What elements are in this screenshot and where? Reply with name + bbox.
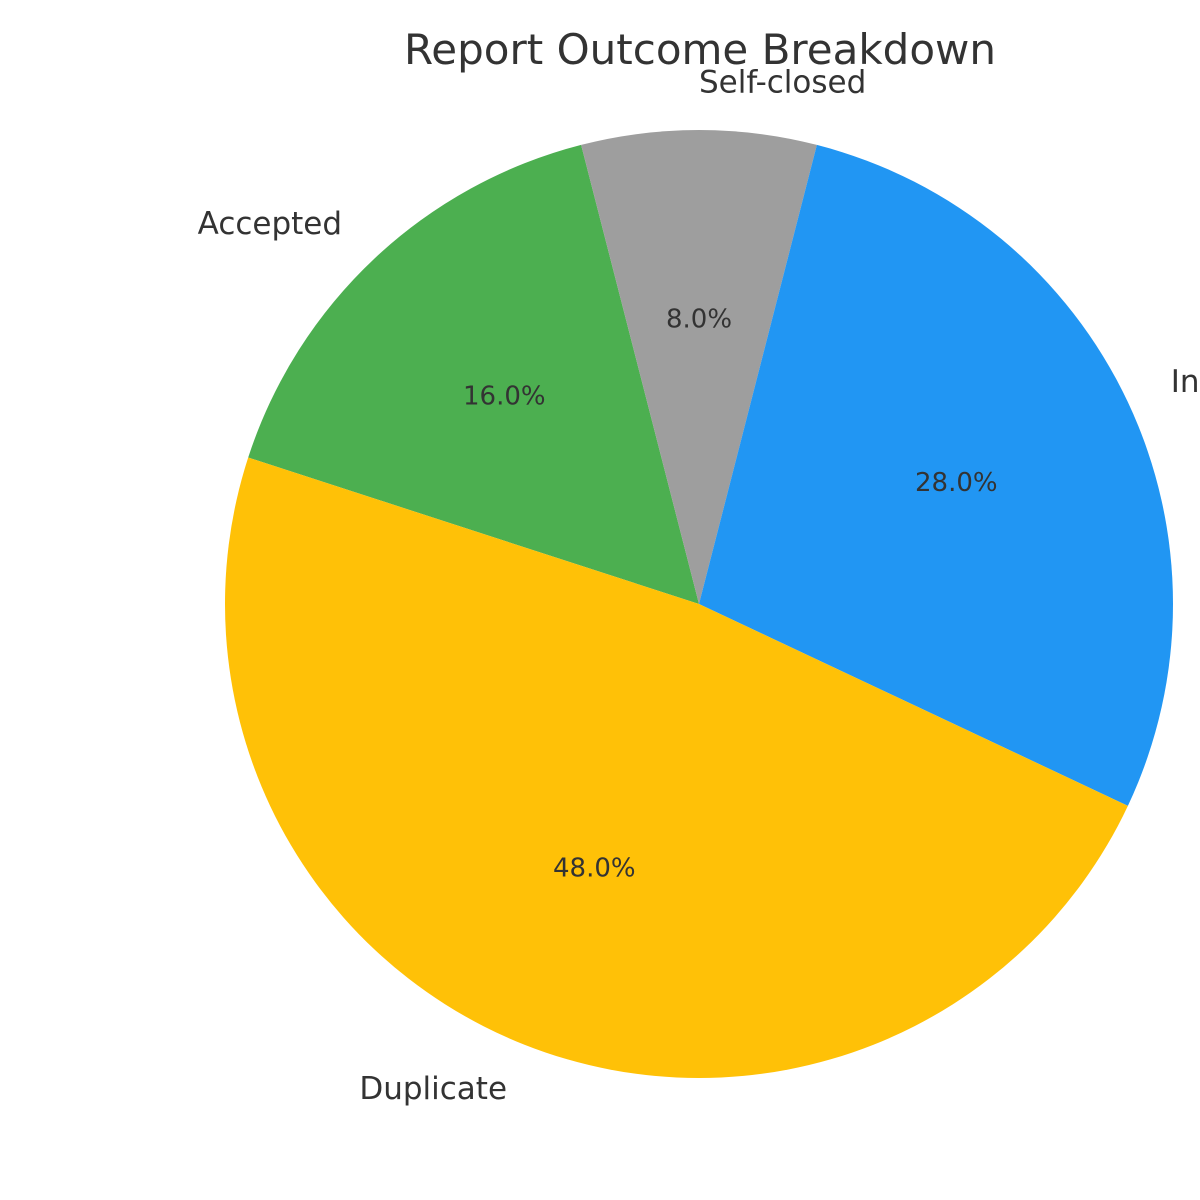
- slice-label-informative: Informative: [1171, 364, 1200, 400]
- pie-slice-accepted: [248, 144, 699, 604]
- pie-slice-self-closed: [581, 129, 817, 605]
- slice-percent-duplicate: 48.0%: [553, 853, 636, 883]
- chart-title: Report Outcome Breakdown: [404, 25, 996, 74]
- slice-percent-self-closed: 8.0%: [666, 305, 732, 335]
- slice-label-self-closed: Self-closed: [699, 65, 866, 101]
- slice-percent-accepted: 16.0%: [463, 382, 546, 412]
- slice-label-duplicate: Duplicate: [359, 1071, 507, 1107]
- pie-slice-duplicate: [224, 457, 1128, 1078]
- pie-slice-informative: [699, 144, 1173, 806]
- slice-percent-informative: 28.0%: [915, 468, 998, 498]
- pie-labels: Accepted 16.0% Self-closed 8.0% Informative 2…: [198, 65, 1200, 1107]
- pie-slices: [224, 129, 1173, 1078]
- slice-label-accepted: Accepted: [198, 206, 342, 242]
